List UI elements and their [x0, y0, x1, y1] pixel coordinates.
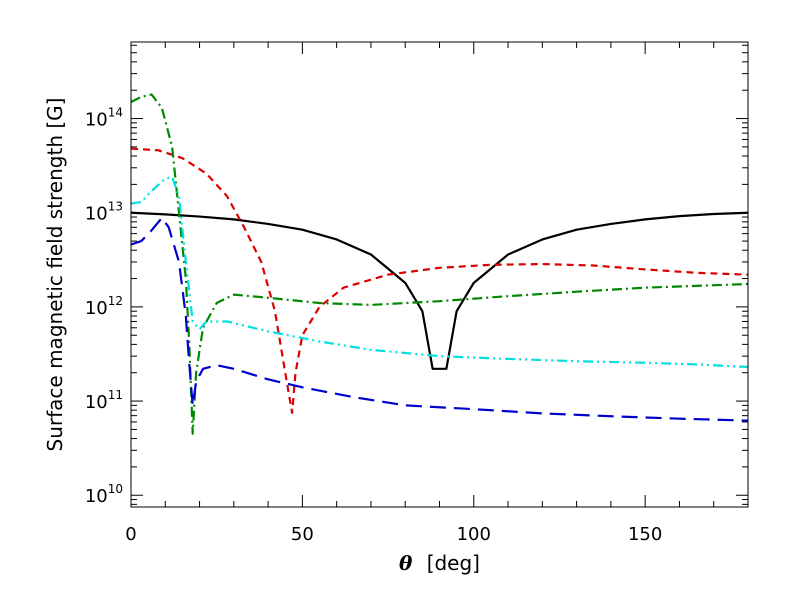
series-line-cyan-dash-dot-dot [131, 175, 748, 369]
series-layer [131, 93, 748, 435]
plot-frame [130, 41, 749, 508]
y-tick-label: 1013 [85, 200, 123, 225]
series-line-red-dashed [131, 147, 748, 414]
series-line-green-dash-dot [131, 93, 748, 435]
series-line-blue-long-dashed [131, 216, 748, 422]
y-tick-label: 1011 [85, 388, 123, 413]
y-tick-label: 1010 [85, 482, 123, 507]
y-axis-label: Surface magnetic field strength [G] [43, 98, 67, 452]
y-tick-label: 1014 [85, 106, 123, 131]
x-tick-label: 150 [628, 524, 662, 545]
y-tick-label: 1012 [85, 294, 123, 319]
series-line-black-solid [131, 211, 748, 370]
x-axis-label-symbol: θ [399, 551, 413, 575]
tick-label-layer: 0 50 100 150 1010 1011 1012 1013 1014 [85, 106, 663, 545]
x-tick-label: 100 [457, 524, 491, 545]
x-axis-label-unit: [deg] [427, 551, 480, 575]
x-tick-label: 50 [291, 524, 314, 545]
x-axis-label: θ [deg] [399, 551, 480, 575]
tick-layer [130, 42, 749, 507]
x-tick-label: 0 [125, 524, 136, 545]
